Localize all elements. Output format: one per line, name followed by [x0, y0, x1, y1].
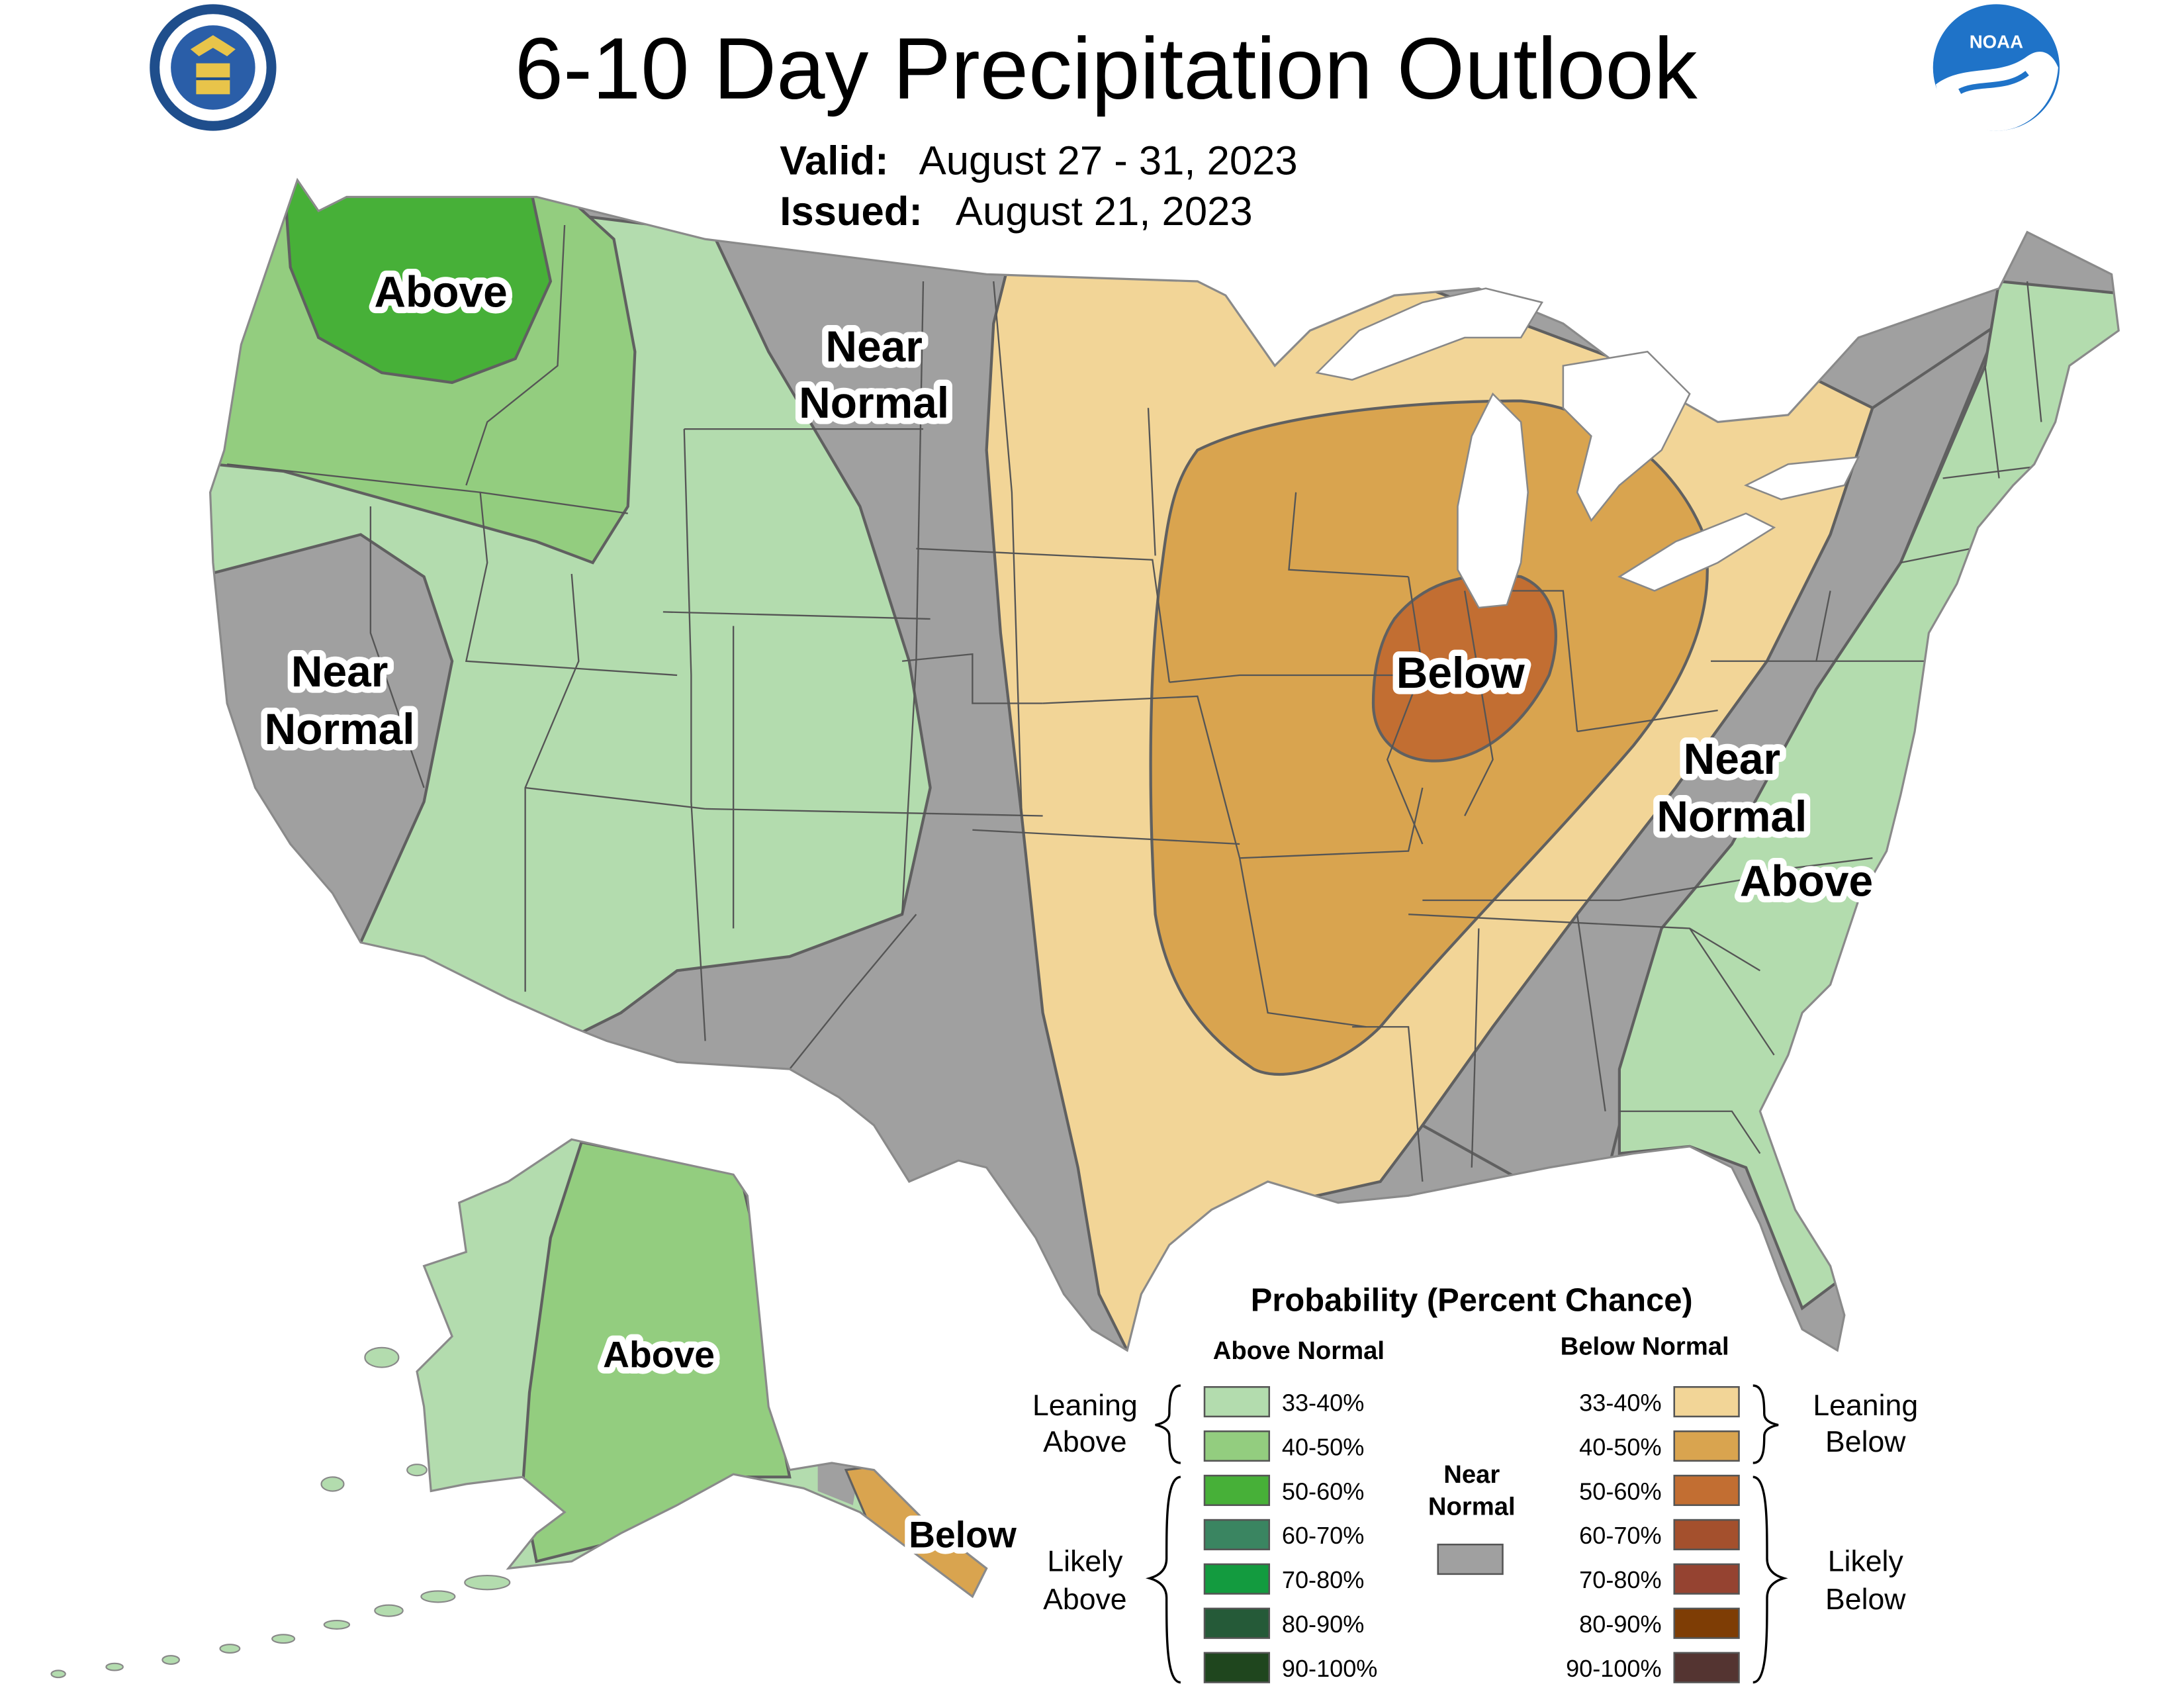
lake-ontario — [1744, 456, 1860, 500]
legend-leaning-above-1: Leaning — [1032, 1389, 1138, 1422]
aleutian-islands — [50, 1346, 511, 1679]
legend-below-header: Below Normal — [1561, 1332, 1729, 1360]
below-swatch-7 — [1673, 1652, 1740, 1683]
above-swatch-5 — [1203, 1563, 1271, 1595]
state-boundaries — [226, 224, 2071, 1182]
label-nw-above: Above — [374, 267, 507, 316]
above-bin-label-7: 90-100% — [1282, 1655, 1378, 1682]
legend-leaning-above-2: Above — [1043, 1426, 1127, 1458]
above-bin-label-5: 70-80% — [1282, 1566, 1364, 1593]
legend-above-swatches: 33-40% 40-50% 50-60% 60-70% 70-80% 80-90% 90-1… — [1203, 1385, 1378, 1683]
legend-likely-above-2: Above — [1043, 1583, 1127, 1616]
above-bin-label-2: 40-50% — [1282, 1433, 1364, 1460]
lake-superior — [1315, 287, 1543, 381]
label-ca-near-2: Normal — [265, 704, 415, 753]
label-mw-below: Below — [1396, 648, 1525, 697]
legend-likely-above-1: Likely — [1047, 1546, 1123, 1578]
label-rockies-near-2: Normal — [799, 378, 949, 427]
below-swatch-1 — [1673, 1385, 1740, 1418]
label-se-above: Above — [1740, 857, 1873, 906]
legend: Probability (Percent Chance) Above Norma… — [1032, 1283, 1918, 1684]
great-lakes — [1315, 287, 1860, 609]
label-ak-above: Above — [603, 1335, 715, 1376]
above-bin-label-3: 50-60% — [1282, 1477, 1364, 1505]
nw-above-50-60 — [281, 180, 553, 385]
below-bin-label-5: 70-80% — [1579, 1566, 1661, 1593]
legend-below-swatches: 33-40% 40-50% 50-60% 60-70% 70-80% 80-90% 90-1… — [1566, 1385, 1740, 1683]
lake-huron — [1562, 350, 1691, 522]
above-swatch-3 — [1203, 1474, 1271, 1507]
legend-near-normal-swatch — [1437, 1543, 1504, 1575]
legend-likely-below-2: Below — [1825, 1583, 1906, 1616]
below-bin-label-2: 40-50% — [1579, 1433, 1661, 1460]
above-swatch-1 — [1203, 1385, 1271, 1418]
valid-label: Valid: — [780, 138, 888, 184]
label-ca-near-1: Near — [291, 647, 388, 696]
above-swatch-7 — [1203, 1652, 1271, 1683]
above-bin-label-1: 33-40% — [1282, 1389, 1364, 1416]
above-swatch-4 — [1203, 1519, 1271, 1550]
region-labels: Above Near Normal Near Normal Below Near… — [258, 261, 1880, 1562]
above-swatch-6 — [1203, 1607, 1271, 1639]
below-bin-label-6: 80-90% — [1579, 1611, 1661, 1638]
legend-likely-below-1: Likely — [1828, 1546, 1904, 1578]
below-swatch-3 — [1673, 1474, 1740, 1507]
below-swatch-5 — [1673, 1563, 1740, 1595]
below-swatch-2 — [1673, 1430, 1740, 1462]
department-of-commerce-seal-icon — [150, 4, 277, 131]
legend-above-header: Above Normal — [1213, 1336, 1385, 1365]
below-bin-label-7: 90-100% — [1566, 1655, 1662, 1682]
alaska-outline — [416, 1138, 988, 1599]
legend-braces — [1145, 1384, 1788, 1684]
noaa-logo-text: NOAA — [1970, 31, 2023, 52]
valid-value: August 27 - 31, 2023 — [919, 138, 1298, 184]
below-swatch-4 — [1673, 1519, 1740, 1550]
lake-erie — [1617, 512, 1776, 592]
issued-value: August 21, 2023 — [956, 189, 1253, 234]
legend-near-label-1: Near — [1443, 1460, 1500, 1489]
legend-leaning-below-1: Leaning — [1813, 1389, 1918, 1422]
below-bin-label-3: 50-60% — [1579, 1477, 1661, 1505]
label-rockies-near-1: Near — [825, 322, 922, 371]
label-ak-below: Below — [909, 1515, 1017, 1556]
lake-michigan — [1457, 392, 1529, 609]
page-title: 6-10 Day Precipitation Outlook — [515, 20, 1698, 117]
above-swatch-2 — [1203, 1430, 1271, 1462]
legend-title: Probability (Percent Chance) — [1251, 1283, 1693, 1319]
below-bin-label-1: 33-40% — [1579, 1389, 1661, 1416]
above-bin-label-4: 60-70% — [1282, 1522, 1364, 1549]
noaa-logo-icon: NOAA — [1933, 4, 2060, 131]
issued-label: Issued: — [780, 189, 923, 234]
below-bin-label-4: 60-70% — [1579, 1522, 1661, 1549]
ak-near-strip — [817, 1456, 860, 1505]
above-bin-label-6: 80-90% — [1282, 1611, 1364, 1638]
legend-leaning-below-2: Below — [1825, 1426, 1906, 1458]
label-se-near-2: Normal — [1657, 792, 1807, 841]
below-swatch-6 — [1673, 1607, 1740, 1639]
legend-near-label-2: Normal — [1428, 1493, 1516, 1521]
label-se-near-1: Near — [1684, 734, 1780, 783]
